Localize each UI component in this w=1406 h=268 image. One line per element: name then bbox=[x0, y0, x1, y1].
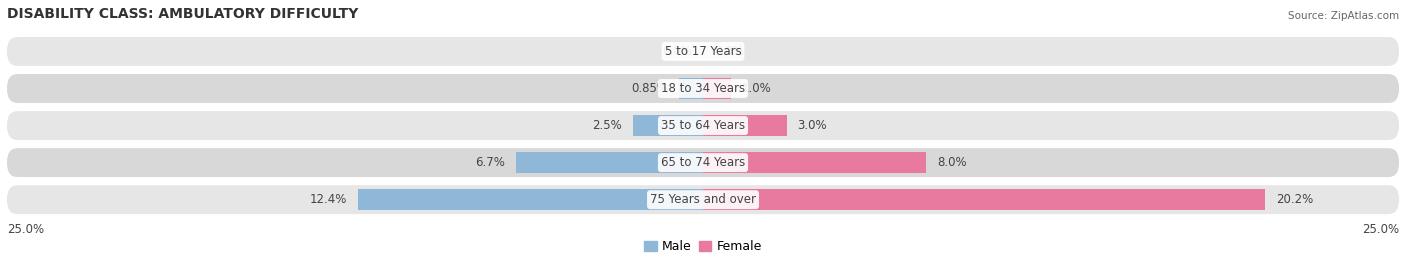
Bar bbox=[516, 152, 703, 173]
Text: 0.85%: 0.85% bbox=[631, 82, 668, 95]
FancyBboxPatch shape bbox=[7, 111, 1399, 140]
Text: 18 to 34 Years: 18 to 34 Years bbox=[661, 82, 745, 95]
Text: 2.5%: 2.5% bbox=[592, 119, 623, 132]
FancyBboxPatch shape bbox=[7, 74, 1399, 103]
Text: 12.4%: 12.4% bbox=[309, 193, 347, 206]
Text: 0.0%: 0.0% bbox=[714, 45, 744, 58]
Text: 1.0%: 1.0% bbox=[742, 82, 772, 95]
Text: 65 to 74 Years: 65 to 74 Years bbox=[661, 156, 745, 169]
Bar bbox=[703, 152, 925, 173]
Bar bbox=[357, 189, 703, 210]
Text: 25.0%: 25.0% bbox=[1362, 223, 1399, 236]
Bar bbox=[633, 115, 703, 136]
FancyBboxPatch shape bbox=[7, 37, 1399, 66]
FancyBboxPatch shape bbox=[7, 185, 1399, 214]
FancyBboxPatch shape bbox=[7, 148, 1399, 177]
Text: Source: ZipAtlas.com: Source: ZipAtlas.com bbox=[1288, 12, 1399, 21]
Text: 0.0%: 0.0% bbox=[662, 45, 692, 58]
Text: 5 to 17 Years: 5 to 17 Years bbox=[665, 45, 741, 58]
Bar bbox=[703, 115, 786, 136]
Legend: Male, Female: Male, Female bbox=[640, 235, 766, 258]
Bar bbox=[703, 78, 731, 99]
Text: DISABILITY CLASS: AMBULATORY DIFFICULTY: DISABILITY CLASS: AMBULATORY DIFFICULTY bbox=[7, 8, 359, 21]
Text: 3.0%: 3.0% bbox=[797, 119, 827, 132]
Text: 75 Years and over: 75 Years and over bbox=[650, 193, 756, 206]
Bar bbox=[679, 78, 703, 99]
Text: 8.0%: 8.0% bbox=[936, 156, 966, 169]
Text: 6.7%: 6.7% bbox=[475, 156, 505, 169]
Text: 35 to 64 Years: 35 to 64 Years bbox=[661, 119, 745, 132]
Text: 25.0%: 25.0% bbox=[7, 223, 44, 236]
Bar bbox=[703, 189, 1265, 210]
Text: 20.2%: 20.2% bbox=[1277, 193, 1313, 206]
